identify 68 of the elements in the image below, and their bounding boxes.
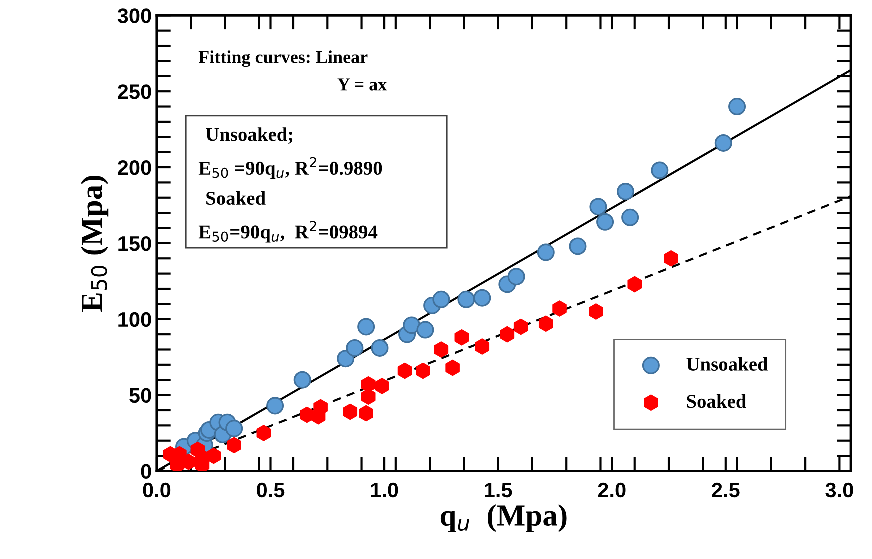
- point: [537, 244, 555, 262]
- y-tick-label: 200: [118, 160, 152, 176]
- point: [728, 98, 746, 116]
- point: [359, 405, 374, 422]
- annotation: Soaked: [206, 191, 266, 206]
- point: [361, 376, 376, 393]
- point: [256, 425, 272, 442]
- point: [514, 318, 528, 336]
- point: [552, 300, 567, 317]
- point: [398, 362, 412, 380]
- point: [714, 134, 732, 152]
- x-axis-title: q$_{u}$ (Mpa): [440, 504, 567, 532]
- x-tick-label: 1.0: [371, 482, 398, 498]
- y-axis-title: E$_{50}$ (Mpa): [80, 176, 109, 312]
- point: [343, 404, 358, 420]
- y-tick-label: 250: [118, 84, 152, 100]
- x-tick-label: 0.0: [143, 482, 171, 498]
- annotation: E$_{50}$=90q$_{u}$, R$^{2}$=09894: [198, 221, 378, 243]
- point: [590, 198, 608, 216]
- point: [403, 316, 421, 334]
- point: [358, 318, 376, 336]
- legend-label: Unsoaked: [686, 357, 768, 371]
- x-tick-label: 1.5: [485, 483, 512, 498]
- point: [416, 321, 434, 339]
- point: [617, 183, 635, 201]
- point: [589, 304, 604, 320]
- point: [622, 208, 640, 226]
- annotation: Y = ax: [338, 78, 388, 91]
- y-tick-label: 0: [141, 464, 152, 479]
- x-tick-label: 3.0: [826, 482, 854, 498]
- point: [432, 290, 450, 308]
- point: [206, 448, 221, 464]
- x-tick-label: 0.5: [257, 482, 285, 498]
- annotation: E$_{50}$ =90q$_{u}$, R$^{2}$=0.9890: [198, 157, 382, 179]
- point: [500, 326, 515, 343]
- legend-label: Soaked: [687, 394, 746, 408]
- point: [651, 162, 669, 180]
- point: [182, 454, 196, 470]
- y-tick-label: 50: [130, 388, 152, 404]
- point: [454, 329, 470, 346]
- point: [475, 338, 490, 355]
- point: [266, 397, 284, 415]
- x-tick-label: 2.5: [712, 482, 740, 498]
- point: [474, 289, 492, 307]
- point: [361, 388, 376, 405]
- annotation: Unsoaked;: [206, 128, 293, 144]
- point: [596, 213, 614, 231]
- point: [569, 238, 587, 256]
- point: [337, 350, 355, 368]
- point: [416, 362, 430, 380]
- point: [446, 360, 460, 376]
- point: [375, 378, 390, 394]
- point: [628, 276, 642, 293]
- y-tick-label: 150: [118, 236, 152, 252]
- y-tick-label: 300: [118, 8, 152, 24]
- point: [508, 268, 526, 286]
- point: [226, 420, 244, 438]
- y-tick-label: 100: [118, 312, 152, 328]
- point: [346, 339, 364, 357]
- x-tick-label: 2.0: [598, 482, 626, 498]
- point: [294, 371, 312, 389]
- point: [434, 342, 449, 358]
- annotation: Fitting curves: Linear: [198, 50, 368, 68]
- point: [538, 316, 554, 332]
- point: [458, 290, 476, 308]
- point: [227, 437, 242, 454]
- point: [664, 250, 678, 267]
- point: [371, 339, 389, 357]
